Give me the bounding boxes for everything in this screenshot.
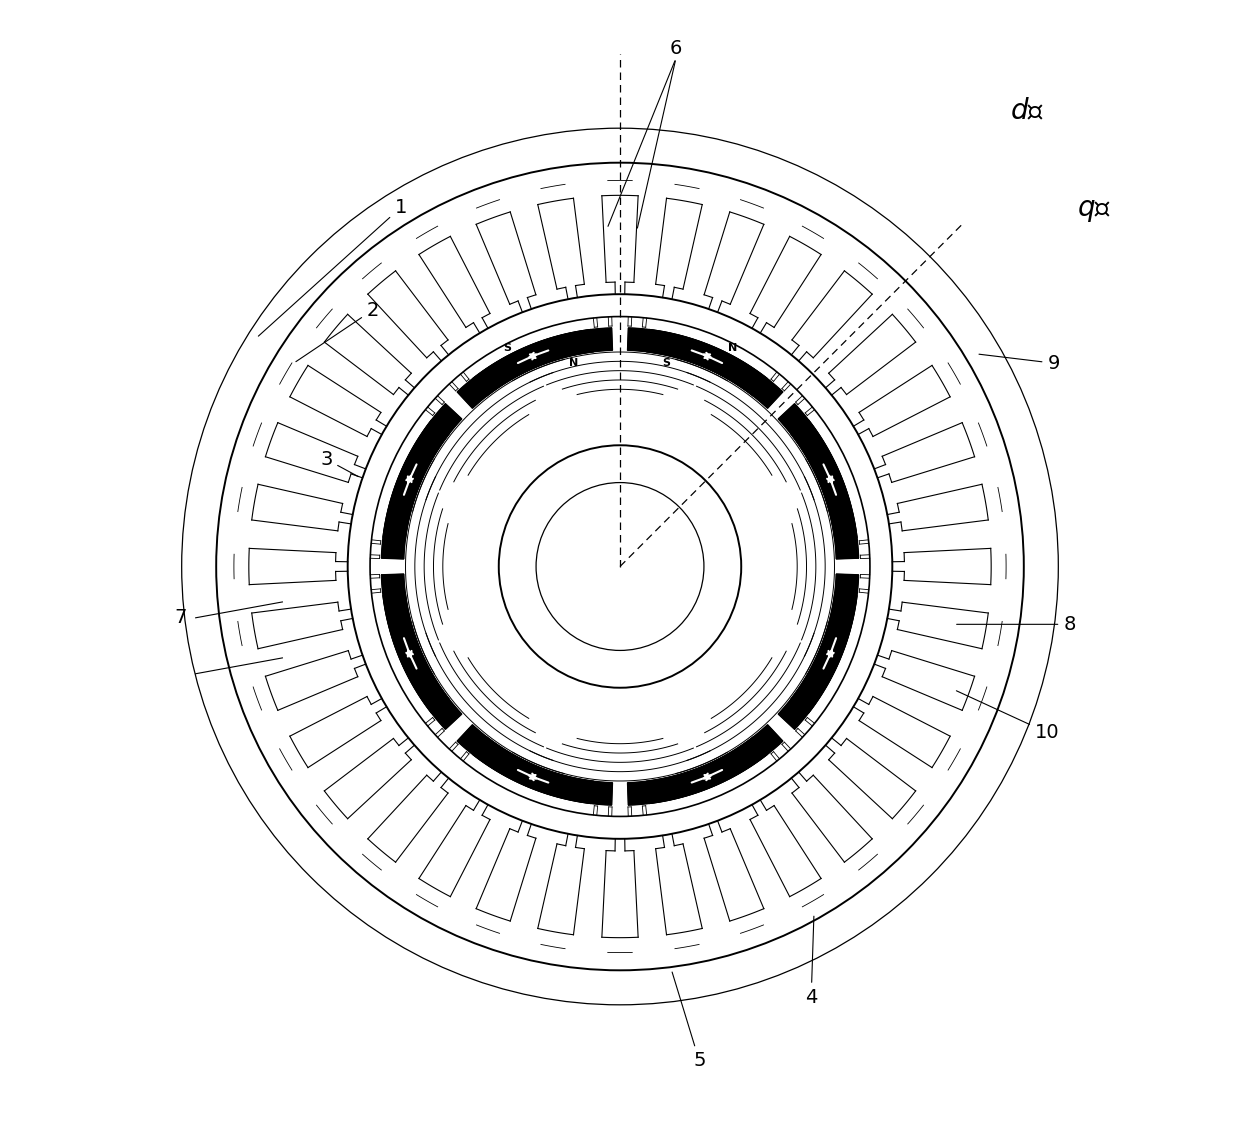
Text: $d$轴: $d$轴 <box>1009 97 1044 126</box>
Polygon shape <box>646 330 782 408</box>
Polygon shape <box>472 736 613 806</box>
Text: $q$轴: $q$轴 <box>1078 196 1111 224</box>
Text: N: N <box>728 342 737 352</box>
Polygon shape <box>627 327 768 397</box>
Text: 9: 9 <box>980 353 1060 373</box>
Polygon shape <box>790 419 858 559</box>
Text: 1: 1 <box>258 198 407 337</box>
Polygon shape <box>646 725 782 803</box>
Text: S: S <box>662 358 671 368</box>
Text: 6: 6 <box>670 40 682 58</box>
Polygon shape <box>383 403 461 540</box>
Text: 2: 2 <box>296 300 379 361</box>
Polygon shape <box>382 574 450 714</box>
Text: 8: 8 <box>956 615 1075 633</box>
Text: S: S <box>503 342 511 352</box>
Text: 5: 5 <box>672 972 706 1071</box>
Polygon shape <box>472 327 613 397</box>
Text: 3: 3 <box>320 450 358 477</box>
Polygon shape <box>458 330 594 408</box>
Text: 10: 10 <box>956 691 1059 742</box>
Polygon shape <box>458 725 594 803</box>
Polygon shape <box>627 736 768 806</box>
Text: 7: 7 <box>174 608 186 628</box>
Text: 4: 4 <box>805 917 817 1007</box>
Polygon shape <box>779 593 857 730</box>
Polygon shape <box>790 574 858 714</box>
Polygon shape <box>779 403 857 540</box>
Polygon shape <box>383 593 461 730</box>
Text: N: N <box>569 358 578 368</box>
Polygon shape <box>382 419 450 559</box>
